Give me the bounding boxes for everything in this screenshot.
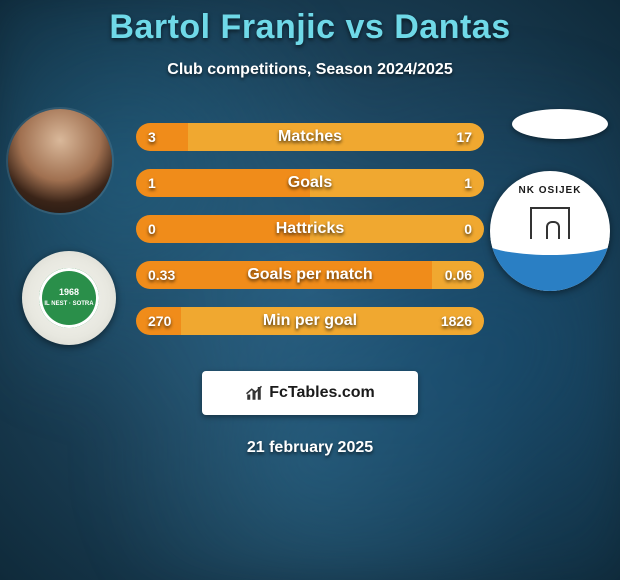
- stat-value-right: 0.06: [445, 267, 472, 283]
- stat-row: Matches3 17: [136, 123, 484, 151]
- club-badge-right: NK OSIJEK: [490, 171, 610, 291]
- card-content: Bartol Franjic vs Dantas Club competitio…: [0, 0, 620, 580]
- stats-area: 1968 IL NEST · SOTRA NK OSIJEK Matches3 1…: [0, 123, 620, 363]
- brand-box[interactable]: FcTables.com: [202, 371, 418, 415]
- stat-row: Min per goal270 1826: [136, 307, 484, 335]
- stat-label: Goals per match: [136, 266, 484, 284]
- page-title: Bartol Franjic vs Dantas: [0, 8, 620, 47]
- stat-value-left: 270: [148, 313, 171, 329]
- date: 21 february 2025: [0, 439, 620, 457]
- stat-label: Matches: [136, 128, 484, 146]
- stat-value-right: 17: [456, 129, 472, 145]
- stat-bars: Matches3 17 Goals1 1 Hattricks0 0 Goals per ma…: [136, 123, 484, 353]
- club-badge-right-tower-icon: [530, 207, 570, 243]
- stat-label: Min per goal: [136, 312, 484, 330]
- club-badge-right-wave-icon: [490, 247, 610, 291]
- stat-value-left: 3: [148, 129, 156, 145]
- club-name-left: IL NEST · SOTRA: [44, 301, 93, 307]
- subtitle: Club competitions, Season 2024/2025: [0, 61, 620, 79]
- chart-icon: [245, 384, 263, 402]
- club-year: 1968: [59, 287, 79, 297]
- stat-value-left: 1: [148, 175, 156, 191]
- brand-text: FcTables.com: [269, 384, 375, 402]
- stat-label: Hattricks: [136, 220, 484, 238]
- club-name-right: NK OSIJEK: [514, 185, 586, 196]
- stat-row: Hattricks0 0: [136, 215, 484, 243]
- club-badge-left: 1968 IL NEST · SOTRA: [22, 251, 116, 345]
- player-photo-left: [8, 109, 112, 213]
- stat-row: Goals per match0.33 0.06: [136, 261, 484, 289]
- stat-value-right: 0: [464, 221, 472, 237]
- stat-value-left: 0: [148, 221, 156, 237]
- team-logo-right-ellipse: [512, 109, 608, 139]
- stat-value-left: 0.33: [148, 267, 175, 283]
- stat-row: Goals1 1: [136, 169, 484, 197]
- club-badge-left-label: 1968 IL NEST · SOTRA: [44, 288, 93, 308]
- stat-value-right: 1: [464, 175, 472, 191]
- stat-value-right: 1826: [441, 313, 472, 329]
- stat-label: Goals: [136, 174, 484, 192]
